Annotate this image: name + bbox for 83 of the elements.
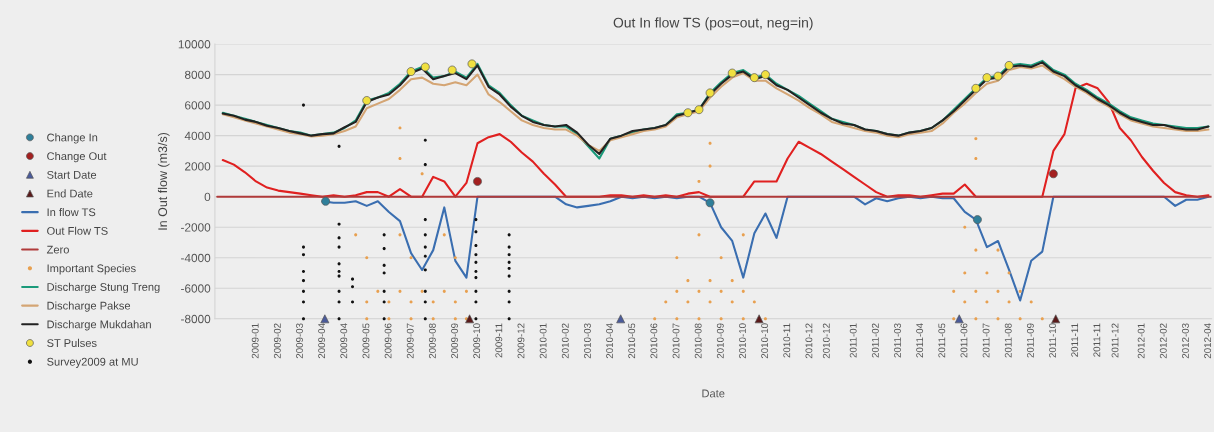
x-tick-label: 2012-03: [1181, 323, 1189, 359]
x-tick-label: 2009-07: [406, 323, 414, 359]
x-tick-label: 2011-10: [1049, 323, 1056, 358]
legend-label: Discharge Pakse: [47, 301, 131, 312]
legend-label: Change Out: [47, 151, 107, 163]
legend-label: ST Pulses: [47, 338, 97, 347]
x-tick-label: 2009-02: [273, 323, 281, 359]
legend-label: Discharge Stung Treng: [47, 282, 160, 294]
point: [423, 163, 427, 167]
x-tick-label: 2010-10: [761, 323, 769, 359]
y-tick-label: 4000: [184, 131, 211, 141]
x-tick-label: 2010-12: [822, 323, 830, 359]
x-tick-label: 2010-06: [650, 323, 658, 359]
x-tick-label: 2011-11: [1093, 323, 1101, 357]
x-tick-label: 2012-04: [1204, 323, 1212, 359]
x-tick-label: 2010-12: [805, 323, 813, 359]
x-tick-label: 2009-10: [473, 323, 481, 359]
x-tick-label: 2011-08: [1004, 323, 1012, 358]
point: [301, 279, 306, 283]
x-tick-label: 2009-06: [384, 323, 392, 359]
x-tick-label: 2011-09: [1026, 323, 1034, 358]
x-tick-label: 2009-01: [251, 323, 259, 359]
point: [423, 218, 427, 222]
legend-label: Important Species: [47, 264, 136, 275]
x-tick-label: 2009-09: [451, 323, 458, 359]
x-tick-label: 2010-10: [739, 323, 746, 359]
legend-label: Zero: [46, 245, 69, 254]
y-tick-label: 6000: [185, 101, 211, 110]
x-tick-label: 2011-11: [1071, 323, 1079, 357]
y-tick-label: -6000: [181, 284, 211, 293]
legend-label: Start Date: [47, 170, 97, 179]
y-tick-label: -2000: [181, 223, 211, 232]
point: [423, 254, 427, 258]
y-tick-label: -8000: [181, 314, 211, 324]
x-tick-label: 2010-05: [628, 323, 636, 359]
legend-label: End Date: [47, 189, 93, 198]
point: [301, 269, 306, 274]
x-tick-label: 2009-08: [428, 323, 436, 359]
x-tick-label: 2010-07: [672, 323, 680, 359]
x-tick-label: 2011-02: [871, 323, 879, 358]
legend-label: Survey2009 at MU: [47, 357, 138, 368]
x-tick-label: 2010-02: [561, 323, 569, 359]
chart-title: Out In flow TS (pos=out, neg=in): [613, 17, 813, 31]
x-tick-label: 2010-04: [606, 323, 613, 359]
legend-label: In flow TS: [47, 208, 96, 217]
y-axis-title: In Out flow (m3/s): [157, 132, 170, 230]
point: [507, 233, 511, 237]
x-tick-label: 2011-06: [960, 323, 968, 358]
x-tick-label: 2011-01: [849, 323, 857, 358]
x-tick-label: 2009-05: [362, 323, 370, 359]
x-axis-title: Date: [702, 389, 725, 398]
x-tick-label: 2011-05: [938, 323, 946, 358]
legend-label: Change In: [47, 133, 98, 144]
point: [423, 317, 427, 321]
x-tick-label: 2010-03: [583, 323, 591, 359]
x-tick-label: 2011-03: [894, 323, 901, 358]
point: [423, 138, 427, 142]
point: [382, 233, 386, 237]
point: [301, 300, 306, 304]
x-tick-label: 2009-04: [318, 323, 326, 359]
x-tick-label: 2011-12: [1111, 323, 1119, 358]
x-tick-label: 2010-09: [716, 323, 724, 359]
x-tick-label: 2010-11: [783, 323, 791, 358]
x-tick-label: 2010-01: [539, 323, 547, 359]
point: [301, 289, 306, 293]
x-tick-label: 2009-11: [495, 323, 503, 358]
x-tick-label: 2009-04: [340, 323, 348, 359]
x-tick-label: 2009-03: [296, 323, 303, 359]
x-tick-label: 2012-01: [1137, 323, 1145, 359]
point: [350, 300, 355, 304]
y-tick-label: 8000: [184, 70, 211, 79]
legend-label: Discharge Mukdahan: [47, 320, 151, 331]
x-tick-label: 2009-12: [517, 323, 525, 359]
x-tick-label: 2011-07: [982, 323, 990, 358]
legend-label: Out Flow TS: [47, 226, 108, 235]
y-tick-label: 10000: [178, 40, 211, 49]
point: [382, 317, 386, 321]
x-tick-label: 2011-04: [916, 323, 924, 358]
x-tick-label: 2010-08: [694, 323, 702, 359]
y-tick-label: 0: [204, 192, 211, 202]
x-tick-label: 2012-02: [1159, 323, 1167, 359]
y-tick-label: 2000: [185, 162, 211, 171]
y-tick-label: -4000: [181, 253, 211, 263]
